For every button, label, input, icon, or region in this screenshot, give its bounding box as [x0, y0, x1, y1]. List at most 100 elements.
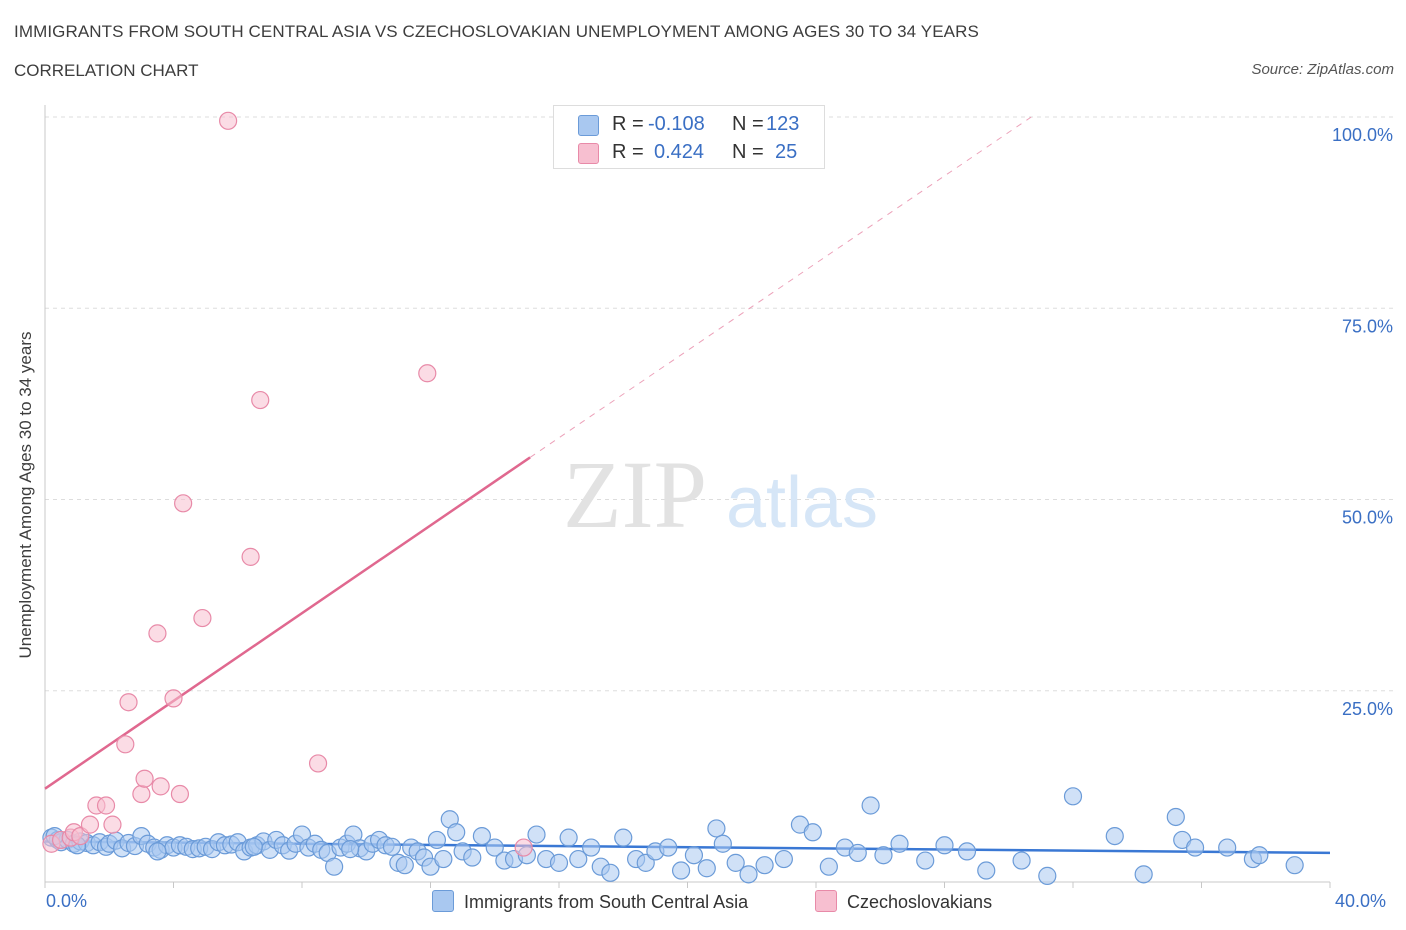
data-point-czechoslovakians	[116, 735, 135, 754]
data-points	[42, 111, 1304, 885]
data-point-south-central-asia	[1012, 851, 1031, 870]
watermark: ZIP atlas	[563, 441, 878, 548]
data-point-south-central-asia	[739, 865, 758, 884]
data-point-south-central-asia	[935, 836, 954, 855]
bottom-legend-south-central-asia: Immigrants from South Central Asia	[432, 890, 748, 913]
data-point-czechoslovakians	[151, 777, 170, 796]
data-point-south-central-asia	[582, 838, 601, 857]
axes	[44, 105, 1331, 888]
data-point-czechoslovakians	[418, 364, 437, 383]
legend-swatch-pink	[815, 890, 837, 912]
data-point-south-central-asia	[755, 856, 774, 875]
y-tick-label: 100.0%	[1332, 125, 1393, 145]
data-point-south-central-asia	[874, 846, 893, 865]
data-point-south-central-asia	[1105, 826, 1124, 846]
legend-n-value: 25	[775, 141, 798, 163]
data-point-czechoslovakians	[251, 390, 270, 410]
data-point-south-central-asia	[1285, 856, 1304, 875]
gridlines	[45, 116, 1395, 692]
data-point-czechoslovakians	[514, 838, 533, 857]
data-point-czechoslovakians	[164, 689, 183, 708]
data-point-south-central-asia	[549, 853, 569, 872]
data-point-south-central-asia	[659, 838, 678, 857]
data-point-czechoslovakians	[103, 815, 122, 834]
data-point-south-central-asia	[601, 863, 620, 882]
legend-n-label: N =	[732, 113, 764, 135]
legend-n-value: 123	[766, 113, 800, 135]
data-point-czechoslovakians	[241, 547, 260, 566]
legend-n-label: N =	[732, 141, 764, 163]
data-point-south-central-asia	[382, 837, 402, 856]
data-point-south-central-asia	[485, 838, 504, 857]
x-tick-label-max: 40.0%	[1335, 891, 1387, 911]
correlation-legend: R = -0.108 N = 123 R = 0.424 N = 25	[553, 105, 825, 169]
data-point-south-central-asia	[447, 823, 466, 842]
data-point-south-central-asia	[957, 842, 977, 861]
data-point-south-central-asia	[614, 828, 633, 847]
data-point-south-central-asia	[527, 825, 546, 844]
x-tick-label-min: 0.0%	[46, 891, 88, 911]
data-point-czechoslovakians	[96, 796, 116, 815]
data-point-south-central-asia	[569, 849, 588, 869]
data-point-south-central-asia	[341, 840, 360, 859]
data-point-czechoslovakians	[193, 608, 212, 628]
data-point-czechoslovakians	[219, 111, 238, 130]
data-point-south-central-asia	[395, 856, 414, 875]
data-point-south-central-asia	[1218, 838, 1237, 857]
legend-swatch-pink	[578, 143, 599, 164]
data-point-czechoslovakians	[80, 815, 100, 834]
data-point-south-central-asia	[916, 851, 935, 870]
legend-label: Czechoslovakians	[847, 892, 993, 912]
data-point-south-central-asia	[684, 846, 704, 865]
data-point-south-central-asia	[472, 826, 491, 846]
data-point-south-central-asia	[671, 861, 691, 880]
data-point-czechoslovakians	[119, 693, 138, 712]
y-tick-label: 75.0%	[1342, 316, 1393, 336]
data-point-south-central-asia	[713, 834, 732, 853]
data-point-south-central-asia	[1063, 787, 1083, 806]
data-point-czechoslovakians	[308, 754, 328, 773]
data-point-south-central-asia	[559, 828, 578, 847]
data-point-south-central-asia	[697, 859, 716, 878]
data-point-south-central-asia	[803, 823, 822, 842]
data-point-south-central-asia	[977, 861, 996, 880]
data-point-south-central-asia	[427, 830, 447, 850]
data-point-south-central-asia	[726, 853, 745, 872]
chart-subtitle: CORRELATION CHART	[14, 61, 199, 80]
data-point-south-central-asia	[1166, 807, 1185, 827]
data-point-czechoslovakians	[135, 769, 154, 788]
y-axis-label: Unemployment Among Ages 30 to 34 years	[16, 331, 35, 659]
trend-line-extension-czechoslovakians	[529, 116, 1032, 458]
watermark-atlas: atlas	[726, 463, 878, 543]
data-point-south-central-asia	[774, 849, 793, 869]
data-point-south-central-asia	[1250, 846, 1269, 865]
data-point-south-central-asia	[819, 857, 838, 876]
y-tick-labels: 25.0% 50.0% 75.0% 100.0%	[1332, 125, 1393, 719]
data-point-south-central-asia	[1134, 865, 1153, 884]
data-point-south-central-asia	[848, 843, 867, 863]
data-point-south-central-asia	[861, 796, 880, 815]
legend-swatch-blue	[578, 115, 599, 136]
data-point-south-central-asia	[148, 842, 167, 861]
data-point-south-central-asia	[1038, 866, 1057, 885]
legend-r-label: R =	[612, 113, 644, 135]
legend-swatch-blue	[432, 890, 454, 912]
legend-label: Immigrants from South Central Asia	[464, 892, 749, 912]
data-point-south-central-asia	[707, 819, 726, 838]
trend-line-czechoslovakians	[44, 456, 531, 790]
data-point-czechoslovakians	[132, 784, 151, 804]
data-point-czechoslovakians	[148, 624, 167, 643]
data-point-czechoslovakians	[170, 784, 190, 804]
chart-title: IMMIGRANTS FROM SOUTH CENTRAL ASIA VS CZ…	[14, 22, 979, 41]
y-tick-label: 25.0%	[1342, 699, 1393, 719]
watermark-zip: ZIP	[563, 441, 707, 548]
legend-r-value: -0.108	[648, 113, 705, 135]
legend-r-label: R =	[612, 141, 644, 163]
y-tick-label: 50.0%	[1342, 508, 1393, 528]
legend-r-value: 0.424	[654, 141, 705, 163]
data-point-south-central-asia	[325, 857, 344, 876]
data-point-south-central-asia	[244, 837, 263, 856]
data-point-south-central-asia	[890, 834, 909, 853]
bottom-legend-czechoslovakians: Czechoslovakians	[815, 890, 992, 913]
